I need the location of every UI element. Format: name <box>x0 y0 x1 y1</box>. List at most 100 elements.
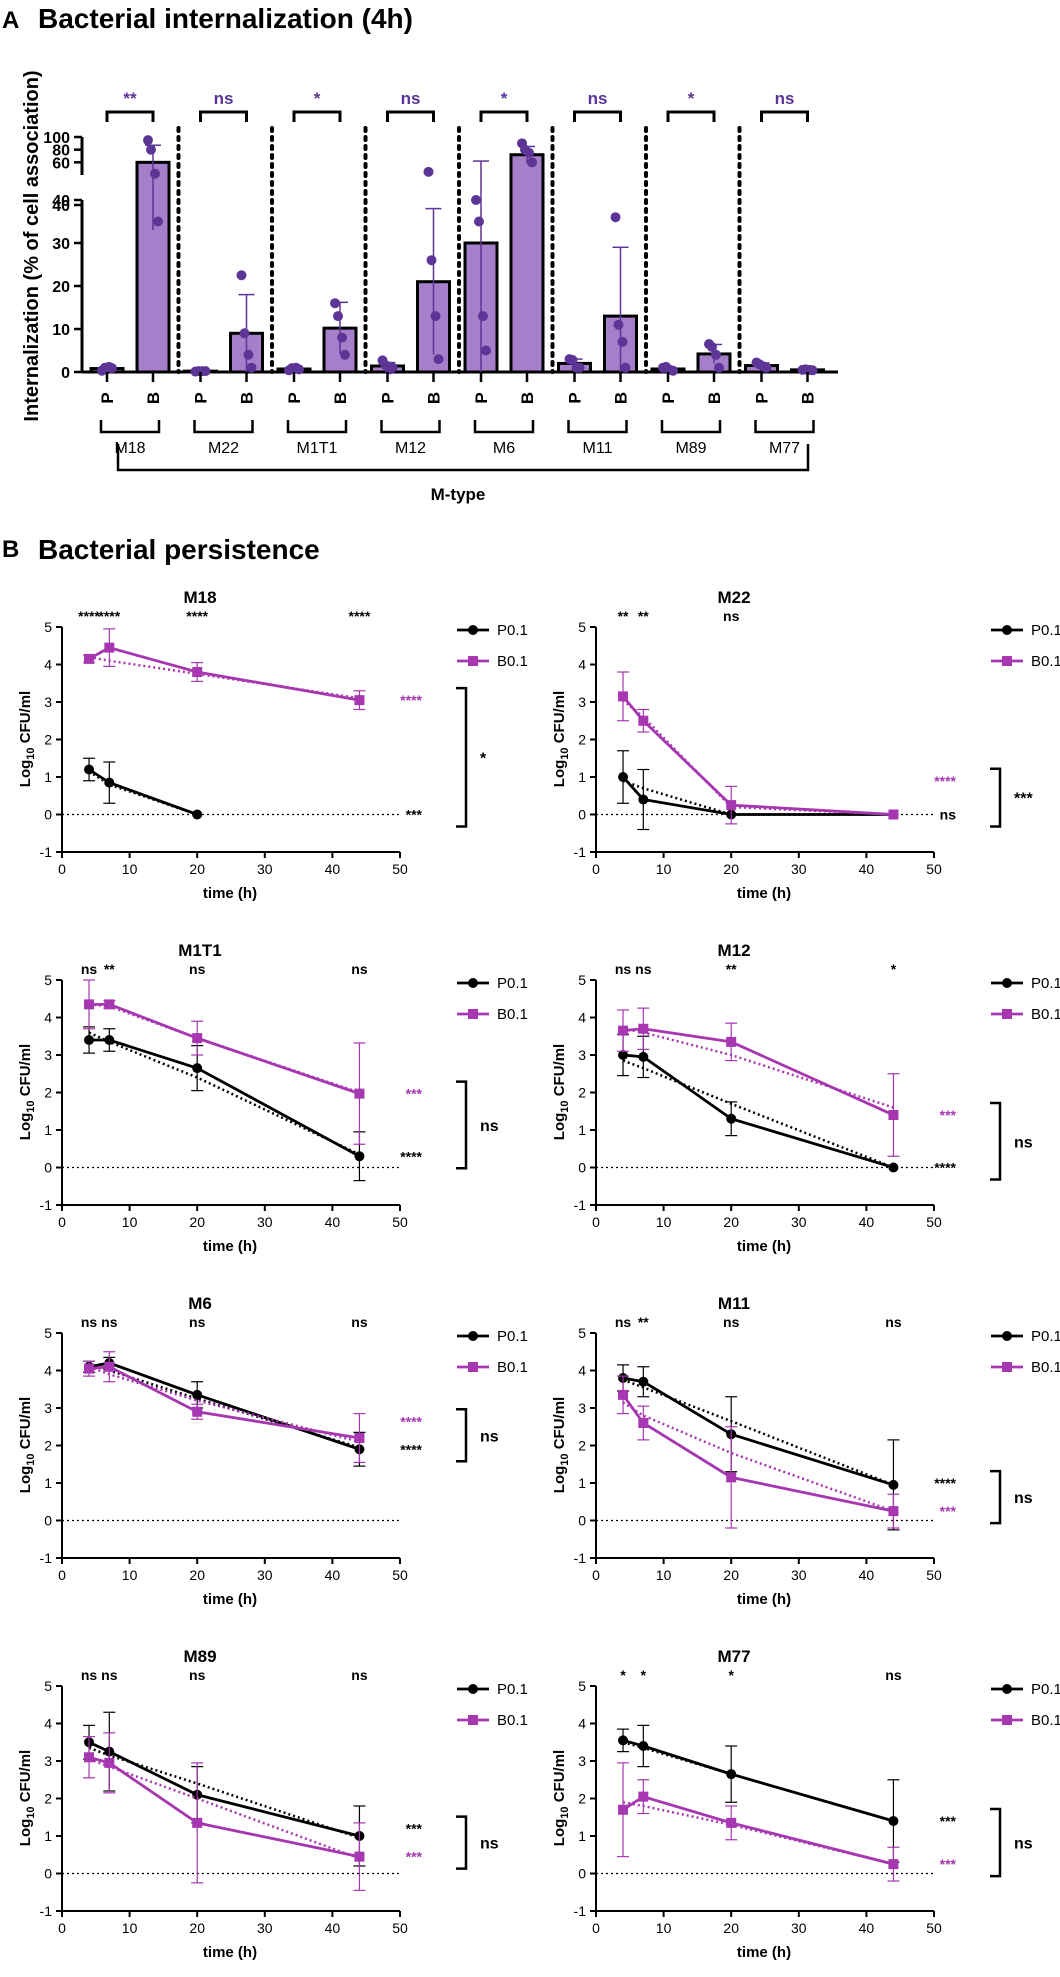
y-tick-label: 0 <box>578 807 586 823</box>
series-sig-label: *** <box>406 1086 423 1102</box>
y-tick-label: -1 <box>40 844 53 860</box>
x-tick-label: 10 <box>122 1920 138 1936</box>
point-B0.1 <box>192 1817 203 1828</box>
category-label: B <box>425 392 444 404</box>
series-sig-label: **** <box>400 1148 422 1164</box>
time-sig-label: ns <box>885 1667 902 1683</box>
point-P0.1 <box>638 794 649 805</box>
data-point <box>574 362 585 373</box>
point-B0.1 <box>888 1859 899 1870</box>
x-tick-label: 10 <box>656 1567 672 1583</box>
x-tick-label: 10 <box>122 861 138 877</box>
x-tick-label: 50 <box>392 1214 408 1230</box>
y-axis-label: Log10 CFU/ml <box>551 1750 571 1846</box>
series-line-P0.1 <box>622 776 894 816</box>
legend-label: B0.1 <box>1031 1006 1060 1023</box>
compare-sig-label: ns <box>1014 1490 1033 1507</box>
y-tick-label: 5 <box>44 972 52 988</box>
data-point <box>423 166 434 177</box>
time-sig-label: ns <box>635 961 652 977</box>
x-tick-label: 0 <box>58 1920 66 1936</box>
point-P0.1 <box>618 1050 629 1060</box>
point-B0.1 <box>888 809 899 820</box>
data-point <box>236 270 247 281</box>
x-tick-label: 20 <box>189 861 205 877</box>
chart-title: M1T1 <box>178 941 221 960</box>
point-B0.1 <box>726 1036 737 1047</box>
y-tick-label: 2 <box>44 732 52 748</box>
data-point <box>711 349 721 360</box>
series-sig-label: **** <box>934 1160 956 1176</box>
x-tick-label: 0 <box>592 1214 600 1230</box>
point-B0.1 <box>192 667 203 677</box>
data-point <box>387 362 398 373</box>
x-tick-label: 40 <box>325 1920 341 1936</box>
mtype-label: M6 <box>493 440 515 457</box>
legend-label: P0.1 <box>497 1681 528 1698</box>
point-P0.1 <box>192 1063 203 1074</box>
legend-marker <box>468 1009 478 1019</box>
compare-sig-label: ns <box>1014 1134 1033 1151</box>
sig-label: ns <box>775 89 795 108</box>
x-tick-label: 0 <box>58 861 66 877</box>
y-tick-label: 5 <box>578 972 586 988</box>
time-sig-label: ns <box>101 1667 118 1683</box>
panel-b-title: Bacterial persistence <box>38 534 320 565</box>
data-point <box>714 362 724 373</box>
chart-title: M12 <box>717 941 750 960</box>
data-point <box>807 365 818 376</box>
series-sig-label: *** <box>406 1849 423 1865</box>
sig-label: ns <box>588 89 608 108</box>
category-label: P <box>472 392 491 403</box>
y-tick-label: 2 <box>578 1791 586 1807</box>
y-tick-label: 5 <box>44 1325 52 1341</box>
compare-bracket <box>990 1101 1002 1181</box>
legend-label: B0.1 <box>1031 653 1060 670</box>
point-P0.1 <box>726 1769 737 1780</box>
series-line-B0.1 <box>621 695 894 816</box>
y-tick-label: 2 <box>44 1438 52 1454</box>
trend-line <box>88 1757 360 1860</box>
point-B0.1 <box>618 1025 629 1036</box>
mtype-label: M12 <box>395 440 426 457</box>
time-sig-label: **** <box>186 608 208 624</box>
y-tick-label: 3 <box>578 1047 586 1063</box>
y-tick-label: 4 <box>578 1363 586 1379</box>
mtype-label: M22 <box>208 440 239 457</box>
y-tick-label: 1 <box>578 1828 586 1844</box>
point-B0.1 <box>726 800 737 811</box>
data-point <box>333 311 343 322</box>
y-tick-label: 40 <box>52 193 70 210</box>
category-label: P <box>379 392 398 403</box>
compare-sig-label: ns <box>1014 1836 1033 1853</box>
series-line-B0.1 <box>621 1394 894 1513</box>
data-point <box>610 212 621 223</box>
point-P0.1 <box>888 1479 899 1490</box>
x-tick-label: 50 <box>926 1214 942 1230</box>
sig-bracket <box>199 110 248 122</box>
series-line-B0.1 <box>622 1027 895 1117</box>
y-tick-label: 1 <box>44 1475 52 1491</box>
data-point <box>246 362 257 373</box>
data-point <box>146 144 156 155</box>
data-point <box>330 298 340 309</box>
time-sig-label: * <box>641 1667 647 1683</box>
data-point <box>150 168 160 179</box>
time-sig-label: * <box>728 1667 734 1683</box>
trend-line <box>88 1746 360 1840</box>
point-P0.1 <box>84 1035 95 1045</box>
y-tick-label: 2 <box>578 1085 586 1101</box>
point-B0.1 <box>638 1023 649 1034</box>
legend-label: B0.1 <box>497 653 528 670</box>
legend-marker <box>1002 1331 1012 1341</box>
point-B0.1 <box>888 1506 899 1517</box>
point-B0.1 <box>192 1406 203 1417</box>
data-point <box>153 216 163 227</box>
series-sig-label: *** <box>406 1821 423 1837</box>
point-P0.1 <box>618 772 629 782</box>
point-B0.1 <box>84 999 95 1010</box>
sig-bracket <box>105 110 155 122</box>
point-P0.1 <box>192 809 203 820</box>
trend-line <box>622 699 894 816</box>
y-tick-label: 4 <box>578 1716 586 1732</box>
